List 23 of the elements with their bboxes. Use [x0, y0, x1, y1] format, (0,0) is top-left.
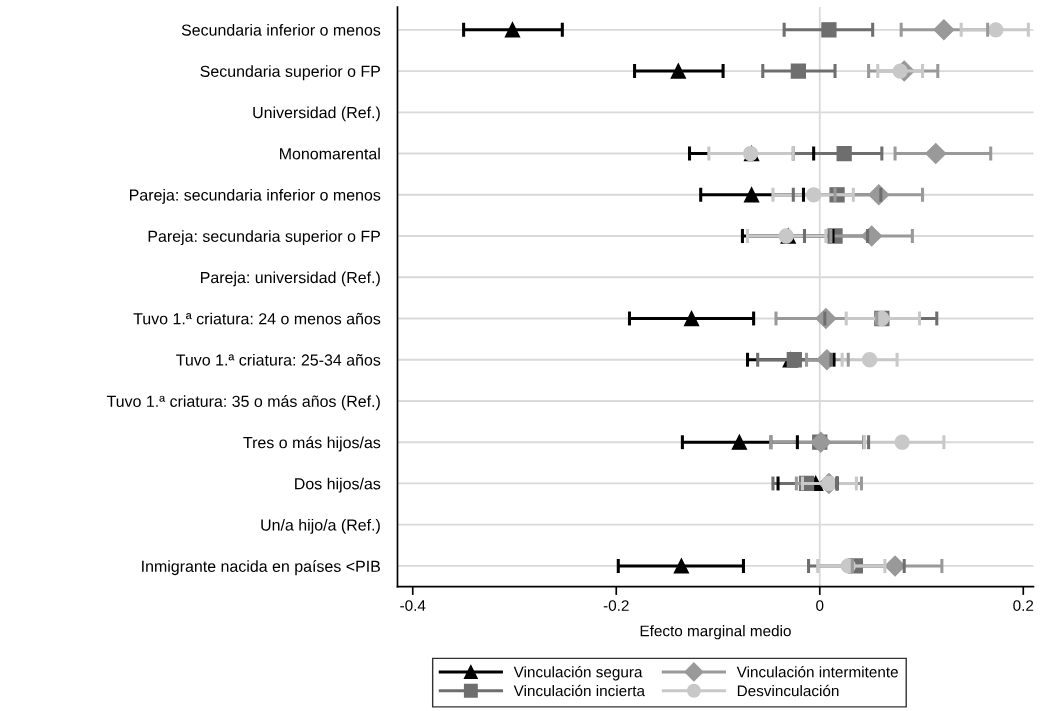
y-tick-label: Pareja: secundaria superior o FP — [148, 230, 380, 246]
y-tick-label: Inmigrante nacida en países <PIB — [142, 560, 380, 576]
x-tick-label: 0.2 — [1013, 600, 1034, 611]
y-tick-label: Pareja: universidad (Ref.) — [201, 271, 380, 287]
y-tick-label: Tuvo 1.ª criatura: 35 o más años (Ref.) — [106, 395, 380, 411]
y-tick-label: Un/a hijo/a (Ref.) — [261, 518, 380, 534]
y-tick-label: Tuvo 1.ª criatura: 24 o menos años — [133, 312, 381, 325]
y-tick-label: Monomarental — [280, 147, 380, 160]
y-tick-label: Pareja: secundaria inferior o menos — [130, 188, 381, 204]
legend-label: Vinculación intermitente — [736, 666, 898, 678]
y-tick-label: Secundaria inferior o menos — [181, 24, 381, 36]
y-tick-label: Universidad (Ref.) — [253, 106, 380, 122]
y-tick-label: Tuvo 1.ª criatura: 25-34 años — [176, 353, 381, 366]
y-tick-label: Tres o más hijos/as — [243, 436, 381, 452]
x-axis-title: Efecto marginal medio — [640, 625, 791, 640]
y-tick-label: Dos hijos/as — [295, 477, 381, 493]
x-tick-label: -0.2 — [603, 600, 629, 611]
legend-label: Desvinculación — [737, 684, 839, 697]
legend-label: Vinculación incierta — [513, 684, 645, 697]
legend-label: Vinculación segura — [513, 666, 643, 681]
x-tick-label: -0.4 — [400, 600, 426, 611]
y-tick-label: Secundaria superior o FP — [200, 65, 380, 81]
x-tick-label: 0 — [816, 600, 824, 611]
